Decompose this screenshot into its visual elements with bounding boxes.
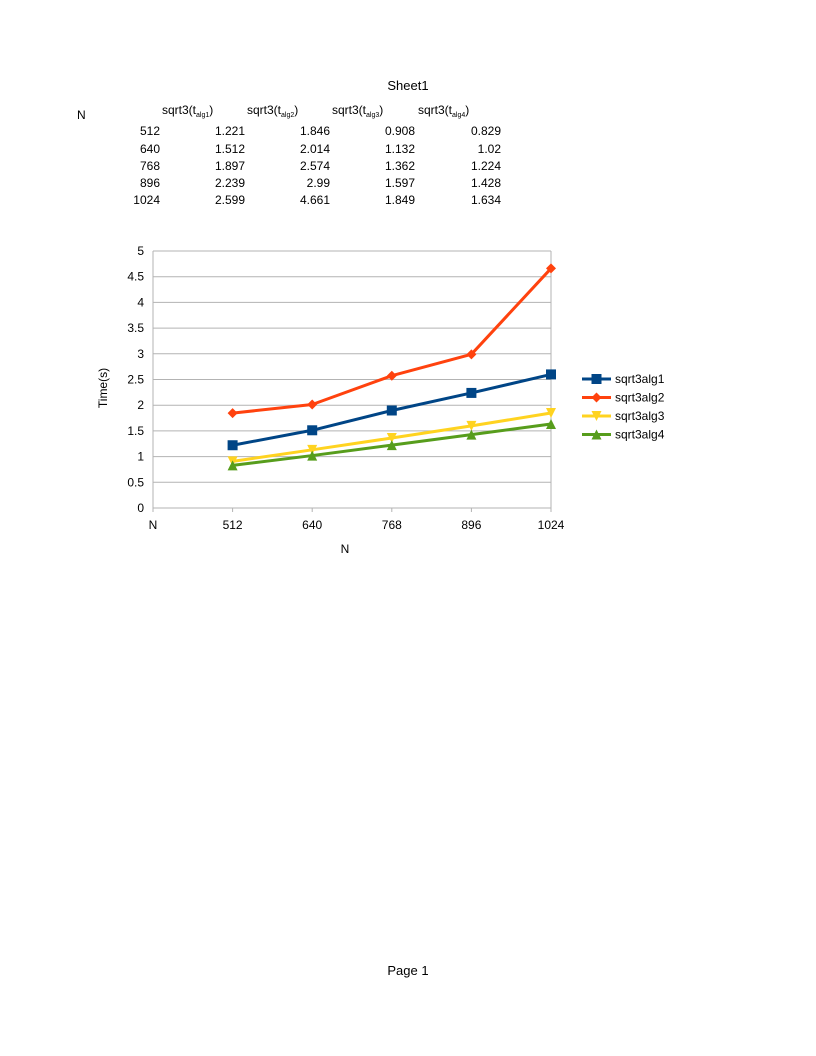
y-tick-label: 5	[137, 244, 144, 258]
y-tick-label: 3	[137, 347, 144, 361]
data-point-sqrt3alg2	[307, 399, 318, 410]
table-cell-n: 640	[139, 142, 160, 156]
y-tick-label: 0.5	[127, 475, 144, 489]
data-point-sqrt3alg4	[546, 419, 556, 430]
y-tick-label: 1.5	[127, 424, 144, 438]
y-tick-label: 1	[137, 450, 144, 464]
legend-marker-sqrt3alg4	[591, 429, 602, 440]
x-tick-label: 512	[223, 518, 243, 532]
x-tick-label: 896	[461, 518, 481, 532]
data-point-sqrt3alg1	[466, 387, 477, 398]
data-point-sqrt3alg4	[466, 429, 477, 440]
y-tick-label: 0	[137, 501, 144, 515]
legend-label: sqrt3alg1	[615, 372, 665, 386]
table-row-header: N	[77, 108, 86, 122]
table-cell: 0.908	[384, 124, 415, 138]
column-header-subscript: alg3	[366, 112, 380, 119]
x-tick-label: 1024	[538, 518, 565, 532]
y-tick-label: 4	[137, 295, 144, 309]
legend-marker-sqrt3alg2	[591, 392, 602, 403]
legend-label: sqrt3alg4	[615, 428, 665, 442]
table-cell: 2.574	[299, 159, 330, 173]
column-header-suffix: )	[209, 103, 214, 117]
table-cell: 1.849	[384, 193, 415, 207]
y-tick-label: 3.5	[127, 321, 144, 335]
data-point-sqrt3alg2	[466, 349, 477, 360]
data-point-sqrt3alg4	[386, 440, 397, 451]
table-cell: 1.224	[470, 159, 501, 173]
table-cell-n: 896	[139, 176, 160, 190]
legend-label: sqrt3alg3	[615, 409, 665, 423]
x-tick-label: 768	[382, 518, 402, 532]
table-cell: 1.02	[477, 142, 501, 156]
column-header-prefix: sqrt3(t	[418, 103, 453, 117]
column-header: sqrt3(talg2)	[247, 103, 298, 119]
table-cell: 2.599	[214, 193, 245, 207]
table-cell-n: 1024	[133, 193, 160, 207]
y-tick-label: 2.5	[127, 373, 144, 387]
table-cell-n: 768	[139, 159, 160, 173]
series-line-sqrt3alg2	[232, 267, 553, 415]
column-header-prefix: sqrt3(t	[247, 103, 282, 117]
column-header-subscript: alg2	[281, 112, 295, 119]
column-header: sqrt3(talg1)	[162, 103, 213, 119]
page-footer: Page 1	[387, 963, 429, 978]
table-cell: 1.634	[470, 193, 501, 207]
table-cell-n: 512	[139, 124, 160, 138]
table-cell: 1.846	[299, 124, 330, 138]
table-cell: 1.597	[384, 176, 415, 190]
column-header: sqrt3(talg4)	[418, 103, 469, 119]
data-point-sqrt3alg3	[307, 444, 318, 455]
data-point-sqrt3alg1	[546, 369, 556, 380]
column-header: sqrt3(talg3)	[332, 103, 383, 119]
table-cell: 2.014	[299, 142, 330, 156]
x-axis-title: N	[341, 542, 350, 556]
column-header-prefix: sqrt3(t	[162, 103, 197, 117]
table-cell: 1.362	[384, 159, 415, 173]
table-cell: 1.221	[214, 124, 245, 138]
data-point-sqrt3alg1	[227, 440, 238, 451]
table-cell: 0.829	[470, 124, 501, 138]
data-point-sqrt3alg1	[307, 425, 318, 436]
y-axis-title: Time(s)	[96, 368, 110, 408]
column-header-subscript: alg1	[196, 112, 210, 119]
data-point-sqrt3alg4	[227, 460, 238, 471]
data-point-sqrt3alg2	[546, 263, 556, 274]
table-cell: 1.132	[384, 142, 415, 156]
column-header-prefix: sqrt3(t	[332, 103, 367, 117]
column-header-suffix: )	[379, 103, 384, 117]
data-point-sqrt3alg3	[466, 420, 477, 431]
table-cell: 2.99	[306, 176, 330, 190]
data-point-sqrt3alg3	[546, 407, 556, 418]
data-point-sqrt3alg2	[227, 408, 238, 419]
legend-marker-sqrt3alg3	[591, 411, 602, 421]
table-cell: 4.661	[299, 193, 330, 207]
data-point-sqrt3alg2	[386, 370, 397, 381]
table-cell: 1.428	[470, 176, 501, 190]
data-point-sqrt3alg1	[386, 405, 397, 416]
line-chart: 0 0.5 1 1.5 2 2.5 3 3.5 4 4.5 5 N 512 640 768 896 1024 N T…	[96, 244, 665, 556]
sheet-title: Sheet1	[387, 78, 429, 93]
data-point-sqrt3alg3	[386, 432, 397, 443]
table-cell: 2.239	[214, 176, 245, 190]
column-header-suffix: )	[465, 103, 470, 117]
y-tick-label: 4.5	[127, 270, 144, 284]
column-header-suffix: )	[294, 103, 299, 117]
legend-marker-sqrt3alg1	[591, 374, 602, 384]
column-header-subscript: alg4	[452, 112, 466, 119]
x-tick-label: N	[149, 518, 158, 532]
y-tick-label: 2	[137, 398, 144, 412]
x-tick-label: 640	[302, 518, 322, 532]
legend-label: sqrt3alg2	[615, 391, 665, 405]
table-cell: 1.897	[214, 159, 245, 173]
table-cell: 1.512	[214, 142, 245, 156]
data-point-sqrt3alg4	[307, 450, 318, 461]
